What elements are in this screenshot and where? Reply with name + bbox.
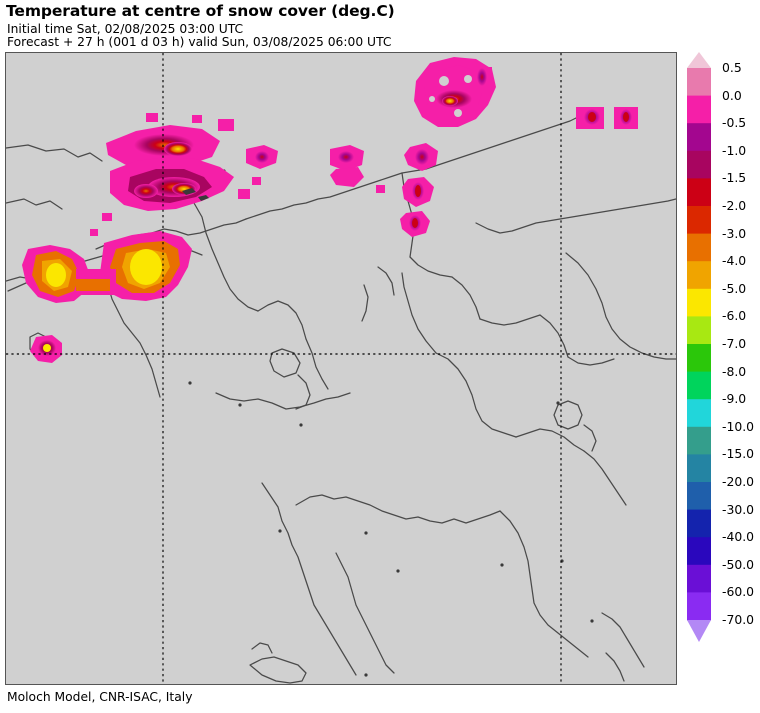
colorbar-tick-label: -15.0 [722, 446, 755, 462]
model-credit: Moloch Model, CNR-ISAC, Italy [7, 690, 193, 704]
colorbar-band [687, 426, 711, 455]
map-canvas [6, 53, 676, 684]
colorbar-tick-label: -6.0 [722, 308, 747, 324]
colorbar-under-arrow [687, 620, 711, 642]
map-panel[interactable] [5, 52, 677, 685]
colorbar-tick-label: -2.0 [722, 198, 747, 213]
colorbar-tick-label: -4.0 [722, 253, 747, 269]
colorbar-tick-label: -3.0 [722, 225, 747, 241]
patch-pyrenees [22, 245, 90, 303]
colorbar-band [687, 261, 711, 290]
colorbar-tick-label: 0.0 [722, 87, 742, 103]
colorbar-band [687, 371, 711, 400]
colorbar-band [687, 537, 711, 566]
colorbar-tick-label: -60.0 [722, 584, 755, 600]
colorbar-tick-label: -30.0 [722, 501, 755, 517]
colorbar-tick-label: -1.0 [722, 142, 747, 158]
colorbar-band [687, 509, 711, 538]
colorbar-tick-label: -9.0 [722, 391, 747, 407]
colorbar-tick-label: -50.0 [722, 556, 755, 572]
initial-time-label: Initial time Sat, 02/08/2025 03:00 UTC [7, 22, 244, 36]
colorbar-band [687, 233, 711, 262]
colorbar-tick-label: -8.0 [722, 363, 747, 379]
page-title: Temperature at centre of snow cover (deg… [6, 2, 395, 20]
colorbar-band [687, 482, 711, 511]
colorbar-band [687, 123, 711, 152]
colorbar-band [687, 95, 711, 124]
colorbar-tick-label: -70.0 [722, 612, 755, 627]
colorbar-band [687, 399, 711, 428]
patch-scattered-north [146, 113, 278, 169]
colorbar-tick-label: 0.5 [722, 60, 742, 75]
colorbar-band [687, 68, 711, 97]
colorbar-band [687, 206, 711, 235]
patch-central-north [330, 145, 364, 187]
colorbar-tick-label: -20.0 [722, 474, 755, 489]
colorbar-band [687, 344, 711, 373]
colorbar-band [687, 564, 711, 593]
forecast-valid-label: Forecast + 27 h (001 d 03 h) valid Sun, … [7, 35, 392, 49]
graticule [6, 53, 676, 684]
patch-isolated-sw [30, 335, 62, 363]
colorbar-canvas [687, 52, 711, 642]
colorbar-tick-label: -1.5 [722, 170, 747, 186]
colorbar-band [687, 150, 711, 179]
colorbar-band [687, 592, 711, 621]
snow-temperature-field [22, 57, 638, 363]
colorbar-tick-label: -5.0 [722, 280, 747, 296]
patch-mid-east-chain [400, 143, 438, 237]
colorbar-band [687, 288, 711, 317]
colorbar-tick-label: -0.5 [722, 115, 747, 131]
city-markers [188, 169, 594, 677]
colorbar [687, 52, 711, 700]
colorbar-over-arrow [687, 52, 711, 68]
colorbar-band [687, 454, 711, 483]
patch-small-bits [90, 177, 385, 236]
colorbar-tick-label: -40.0 [722, 529, 755, 545]
patch-eastern-alps [414, 57, 496, 127]
patch-northeast-twins [576, 107, 638, 129]
colorbar-tick-label: -10.0 [722, 418, 755, 434]
colorbar-tick-label: -7.0 [722, 336, 747, 351]
colorbar-band [687, 316, 711, 345]
colorbar-band [687, 178, 711, 207]
patch-ridge-slivers [182, 188, 209, 201]
